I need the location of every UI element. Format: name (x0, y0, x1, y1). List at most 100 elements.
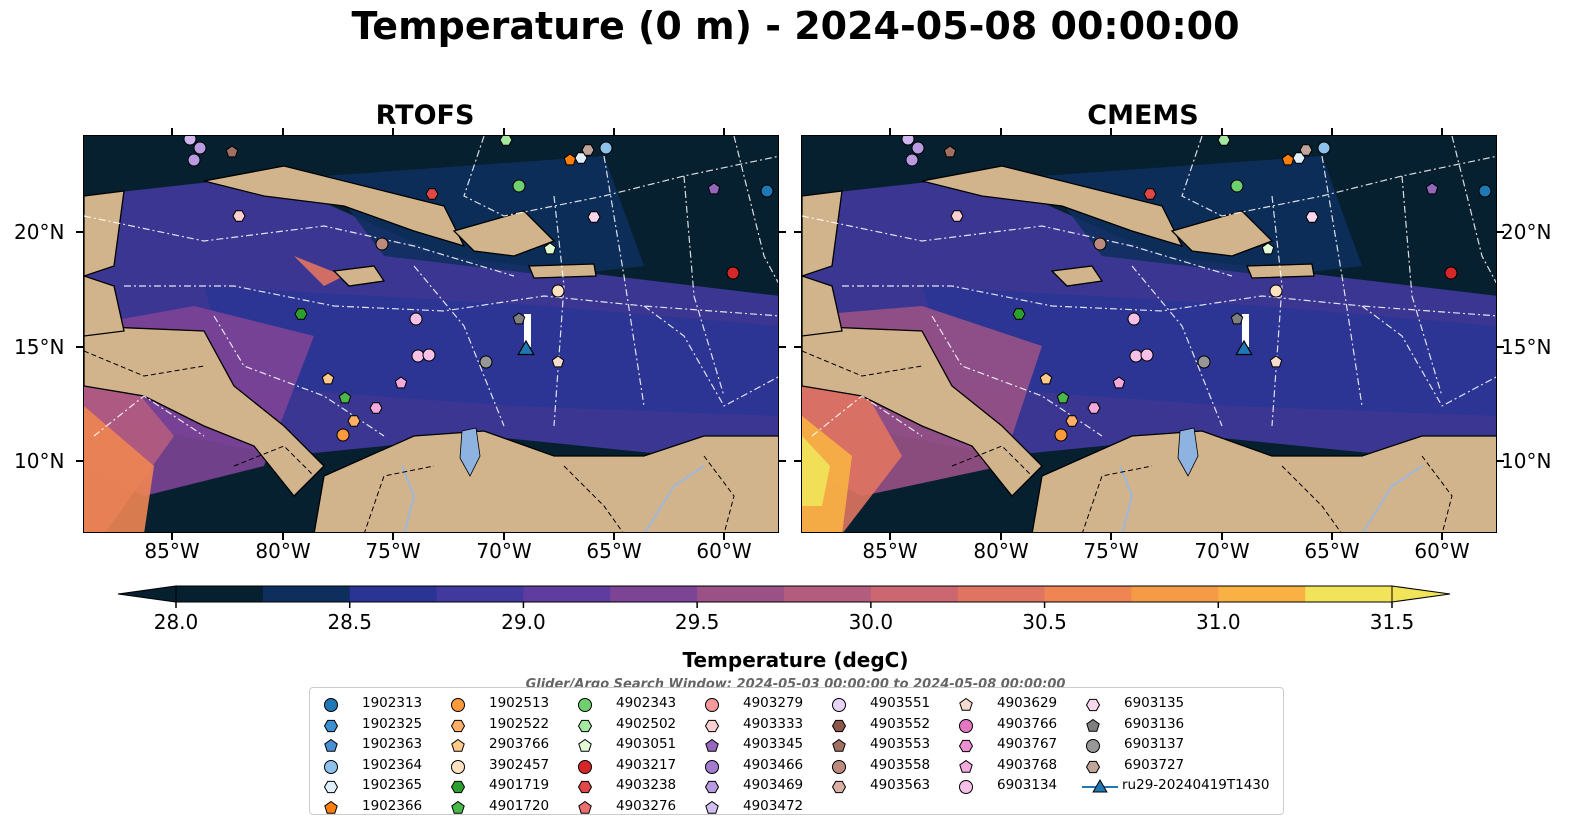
legend-marker (705, 739, 719, 752)
legend-marker (451, 800, 465, 814)
legend-label: 4903051 (616, 736, 677, 753)
map-cmems (801, 135, 1497, 533)
float-marker (422, 348, 436, 362)
legend-label: 4903279 (743, 695, 804, 711)
legend-label: 4903469 (743, 777, 804, 794)
float-marker (499, 136, 513, 146)
float-marker (1087, 402, 1101, 414)
float-marker (187, 153, 201, 167)
float-marker (1056, 391, 1070, 404)
map-rtofs (83, 135, 779, 533)
float-marker (599, 141, 613, 155)
legend-label: 1902513 (489, 695, 550, 711)
legend-marker (959, 697, 973, 711)
land-7 (802, 275, 843, 337)
float-marker (1112, 376, 1126, 389)
float-marker (375, 237, 389, 251)
legend-label: 3902457 (489, 756, 550, 773)
float-marker (581, 144, 595, 156)
lon-tick-label: 60°W (1414, 539, 1470, 563)
legend: 1902313 1902325 1902363 1902364 1902365 19023… (309, 687, 1284, 815)
float-marker (1281, 153, 1295, 166)
legend-marker (704, 781, 720, 794)
legend-label: 1902363 (362, 736, 423, 753)
float-marker (1127, 312, 1141, 326)
panel-title-rtofs: RTOFS (375, 100, 475, 131)
legend-marker (959, 718, 973, 733)
legend-marker (578, 759, 592, 774)
legend-label: 1902366 (362, 797, 423, 814)
land-3 (1050, 265, 1104, 287)
float-marker (1269, 284, 1283, 298)
float-marker (369, 402, 383, 414)
float-marker (1039, 372, 1053, 385)
legend-label: 4903552 (870, 715, 931, 732)
colorbar-tick-label: 30.0 (848, 610, 894, 634)
float-marker (512, 312, 526, 325)
legend-label: 4903766 (997, 715, 1058, 732)
glider-marker (517, 339, 535, 356)
float-marker (551, 284, 565, 298)
legend-label: 4902502 (616, 715, 677, 732)
legend-marker (578, 800, 592, 814)
legend-marker (832, 759, 846, 774)
legend-label: 4901720 (489, 797, 550, 814)
float-marker (943, 145, 957, 158)
float-marker (587, 211, 601, 223)
lon-tick-label: 75°W (1083, 539, 1139, 563)
land-3 (332, 265, 386, 287)
legend-label: 4903767 (997, 736, 1058, 753)
float-marker (1425, 182, 1439, 195)
float-marker (1230, 312, 1244, 325)
legend-marker (959, 759, 973, 773)
legend-marker (323, 781, 339, 794)
float-marker (1093, 237, 1107, 251)
legend-label: 1902313 (362, 695, 423, 711)
lon-tick-label: 80°W (973, 539, 1029, 563)
colorbar-tick-label: 31.5 (1369, 610, 1415, 634)
legend-marker (578, 698, 592, 712)
legend-label: 4903345 (743, 736, 804, 753)
lon-tick-label: 70°W (476, 539, 532, 563)
float-marker (1478, 184, 1492, 198)
float-marker (193, 141, 207, 155)
float-marker (950, 210, 964, 222)
float-marker (760, 184, 774, 198)
figure-title: Temperature (0 m) - 2024-05-08 00:00:00 (351, 4, 1240, 48)
float-marker (425, 188, 439, 200)
legend-marker (705, 759, 719, 774)
float-marker (1140, 348, 1154, 362)
float-marker (232, 210, 246, 222)
legend-marker (450, 719, 466, 732)
legend-marker (578, 739, 592, 752)
colorbar-tick-label: 30.5 (1022, 610, 1067, 634)
legend-marker (1082, 779, 1118, 793)
legend-label: 2903766 (489, 736, 550, 753)
float-marker (1217, 136, 1231, 146)
legend-label: 4903217 (616, 756, 677, 773)
lon-tick-label: 85°W (862, 539, 918, 563)
lat-tick-label-right: 15°N (1501, 335, 1552, 359)
legend-label: 1902325 (362, 715, 423, 732)
legend-label: 4903768 (997, 756, 1058, 773)
land-7 (84, 275, 125, 337)
lon-tick-label: 65°W (586, 539, 642, 563)
float-marker (294, 308, 308, 320)
legend-label: 6903134 (997, 777, 1058, 794)
legend-label: 4903551 (870, 695, 931, 711)
lon-tick-label: 70°W (1194, 539, 1250, 563)
float-marker (347, 415, 361, 427)
legend-marker (705, 698, 719, 712)
colorbar-tick-label: 28.5 (327, 610, 372, 634)
float-marker (1197, 355, 1211, 369)
float-marker (1299, 144, 1313, 156)
legend-marker (705, 800, 719, 814)
land-1 (203, 165, 466, 248)
colorbar-title: Temperature (degC) (682, 648, 909, 672)
lat-tick-label-left: 15°N (14, 335, 65, 359)
float-marker (1444, 266, 1458, 280)
colorbar-tick-label: 31.0 (1196, 610, 1241, 634)
lat-tick-label-right: 10°N (1501, 449, 1552, 473)
land-1 (921, 165, 1184, 248)
